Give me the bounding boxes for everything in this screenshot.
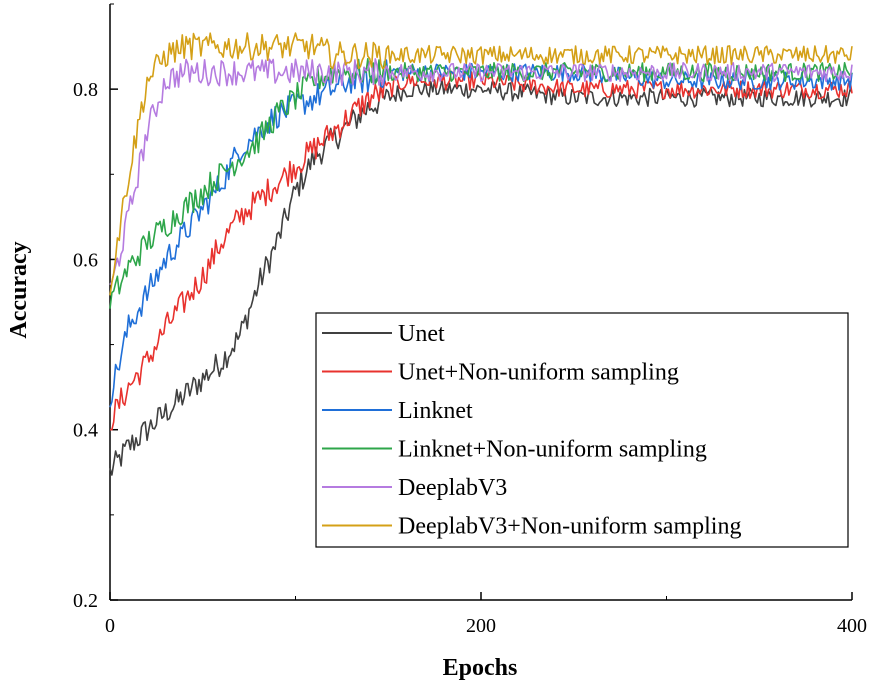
legend: Unet Unet+Non-uniform sampling Linknet Link…	[315, 312, 849, 548]
series-line-linknet-non-uniform-sampling	[109, 58, 853, 309]
legend-label: Linknet+Non-uniform sampling	[398, 437, 707, 463]
legend-label: Unet	[398, 321, 445, 347]
x-tick-label: 200	[466, 615, 496, 637]
y-tick-label: 0.8	[73, 79, 98, 101]
series-lines	[109, 32, 853, 476]
legend-box	[315, 312, 849, 548]
legend-label: Unet+Non-uniform sampling	[398, 360, 679, 386]
y-axis-title: Accuracy	[6, 241, 32, 338]
legend-label: DeeplabV3	[398, 475, 507, 501]
y-tick-label: 0.4	[73, 420, 98, 442]
x-tick-label: 0	[105, 615, 115, 637]
y-tick-label: 0.2	[73, 590, 98, 612]
y-tick-label: 0.6	[73, 249, 98, 271]
series-line-deeplabv3-non-uniform-sampling	[109, 32, 853, 296]
legend-label: Linknet	[398, 398, 473, 424]
x-axis-title: Epochs	[443, 655, 518, 681]
series-line-linknet	[109, 59, 853, 408]
x-tick-label: 400	[837, 615, 867, 637]
series-line-deeplabv3	[109, 58, 853, 286]
axis-ticks: 0.2 0.4 0.6 0.8 0 200 400	[73, 3, 867, 637]
series-line-unet	[109, 79, 853, 476]
legend-label: DeeplabV3+Non-uniform sampling	[398, 514, 741, 540]
